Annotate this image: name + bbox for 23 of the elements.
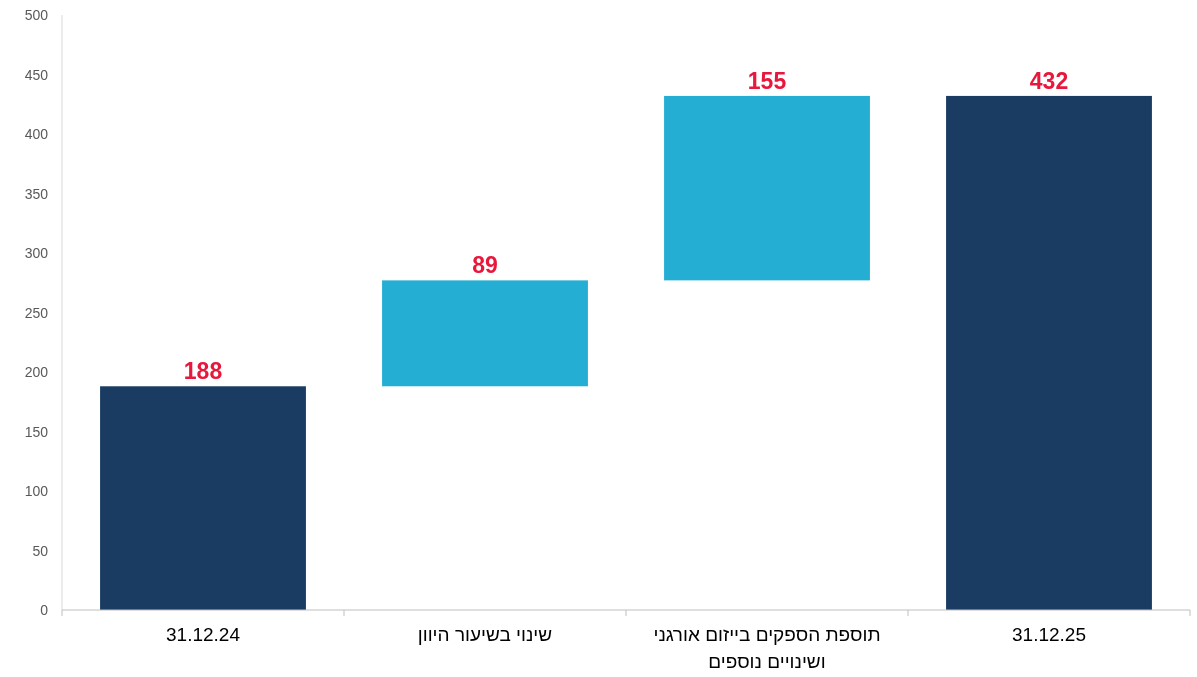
y-tick-label: 150 xyxy=(24,423,49,440)
y-tick-label: 50 xyxy=(32,542,49,559)
y-tick-label: 0 xyxy=(40,602,49,618)
bar xyxy=(382,280,588,387)
data-label: 432 xyxy=(1029,67,1069,94)
y-tick-label: 400 xyxy=(24,126,49,142)
bar xyxy=(946,95,1152,610)
y-tick-label: 450 xyxy=(24,66,49,83)
data-label: 89 xyxy=(472,252,498,279)
x-tick-label: שינוי בשיעור היוון xyxy=(417,624,553,645)
y-tick-label: 500 xyxy=(24,7,49,23)
y-tick-label: 350 xyxy=(24,185,49,202)
x-tick-label: 31.12.25 xyxy=(1012,624,1086,645)
bar xyxy=(100,386,306,610)
y-tick-label: 100 xyxy=(24,483,49,499)
y-tick-label: 300 xyxy=(24,245,49,261)
x-tick-label: תוספת הספקים בייזום אורגני ושינויים נוספים xyxy=(653,624,881,672)
data-label: 155 xyxy=(747,67,787,94)
bar xyxy=(664,95,870,281)
x-tick-label: 31.12.24 xyxy=(166,624,241,645)
y-tick-label: 200 xyxy=(24,364,49,380)
y-tick-label: 250 xyxy=(24,304,49,321)
data-label: 188 xyxy=(183,358,223,385)
